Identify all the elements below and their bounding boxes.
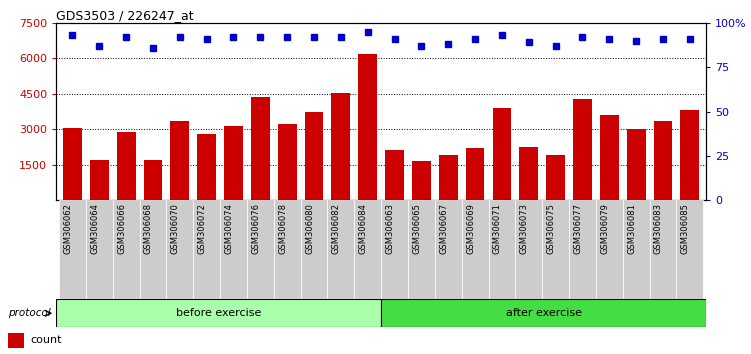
Text: GSM306067: GSM306067 — [439, 203, 448, 254]
Text: GSM306073: GSM306073 — [520, 203, 529, 254]
Bar — [116, 132, 135, 200]
Text: GSM306069: GSM306069 — [466, 203, 475, 254]
Bar — [56, 299, 381, 327]
Bar — [381, 299, 706, 327]
Bar — [63, 128, 82, 200]
Bar — [193, 200, 220, 299]
Text: GSM306064: GSM306064 — [90, 203, 99, 254]
Bar — [466, 148, 484, 200]
Bar — [650, 200, 677, 299]
Text: GSM306065: GSM306065 — [412, 203, 421, 254]
Bar — [140, 200, 167, 299]
Bar — [435, 200, 462, 299]
Bar — [300, 200, 327, 299]
Text: GSM306082: GSM306082 — [332, 203, 341, 254]
Bar — [278, 125, 297, 200]
Bar — [623, 200, 650, 299]
Text: GSM306081: GSM306081 — [627, 203, 636, 254]
Text: GSM306068: GSM306068 — [144, 203, 153, 254]
Bar — [170, 121, 189, 200]
Bar — [247, 200, 274, 299]
Bar — [408, 200, 435, 299]
Bar — [385, 150, 404, 200]
Text: GSM306075: GSM306075 — [547, 203, 556, 254]
Bar — [462, 200, 488, 299]
Text: GSM306084: GSM306084 — [359, 203, 368, 254]
Text: before exercise: before exercise — [176, 308, 261, 318]
Bar — [569, 200, 596, 299]
Text: GSM306078: GSM306078 — [278, 203, 287, 254]
Bar — [251, 97, 270, 200]
Text: GSM306080: GSM306080 — [305, 203, 314, 254]
Text: GDS3503 / 226247_at: GDS3503 / 226247_at — [56, 9, 194, 22]
Bar — [677, 200, 703, 299]
Bar — [331, 93, 350, 200]
Text: GSM306085: GSM306085 — [681, 203, 690, 254]
Text: GSM306083: GSM306083 — [654, 203, 663, 254]
Bar — [143, 160, 162, 200]
Bar — [327, 200, 354, 299]
Text: after exercise: after exercise — [505, 308, 581, 318]
Bar — [596, 200, 623, 299]
Text: GSM306077: GSM306077 — [574, 203, 583, 254]
Text: GSM306070: GSM306070 — [170, 203, 179, 254]
Text: protocol: protocol — [8, 308, 51, 318]
Bar — [113, 200, 140, 299]
Bar — [220, 200, 247, 299]
Text: count: count — [30, 335, 62, 346]
Bar — [412, 161, 431, 200]
Bar — [439, 155, 457, 200]
Bar — [542, 200, 569, 299]
Bar — [86, 200, 113, 299]
Text: GSM306079: GSM306079 — [600, 203, 609, 254]
Bar — [358, 54, 377, 200]
Bar — [515, 200, 542, 299]
Bar — [600, 115, 619, 200]
Text: GSM306076: GSM306076 — [252, 203, 261, 254]
Bar — [653, 121, 672, 200]
Bar — [573, 98, 592, 200]
Bar — [493, 108, 511, 200]
Bar — [274, 200, 300, 299]
Bar — [546, 155, 565, 200]
Bar — [59, 200, 86, 299]
Bar — [305, 112, 324, 200]
Bar — [90, 160, 109, 200]
Text: GSM306066: GSM306066 — [117, 203, 126, 254]
Text: GSM306062: GSM306062 — [63, 203, 72, 254]
Bar — [198, 134, 216, 200]
Bar — [520, 147, 538, 200]
Bar — [627, 129, 646, 200]
Bar — [167, 200, 193, 299]
Bar — [381, 200, 408, 299]
Bar — [488, 200, 515, 299]
Bar — [224, 126, 243, 200]
Bar — [354, 200, 381, 299]
Bar — [680, 110, 699, 200]
Bar — [8, 333, 24, 348]
Text: GSM306074: GSM306074 — [225, 203, 234, 254]
Text: GSM306071: GSM306071 — [493, 203, 502, 254]
Text: GSM306063: GSM306063 — [385, 203, 394, 254]
Text: GSM306072: GSM306072 — [198, 203, 207, 254]
